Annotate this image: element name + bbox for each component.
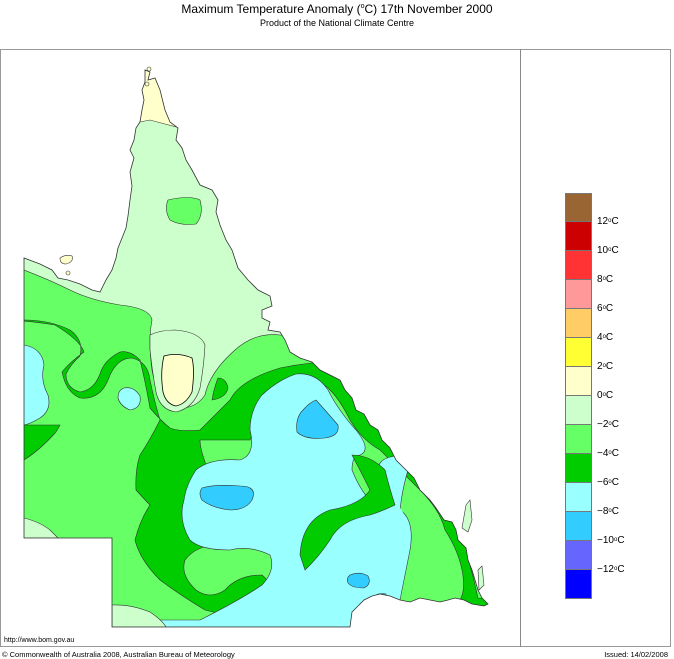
- zone-neg8-10-a: [296, 399, 339, 439]
- legend-colorbar: [565, 193, 592, 599]
- legend-seg-4-6: [565, 309, 592, 338]
- legend-label: 12oC: [597, 216, 619, 227]
- legend-seg-neg4-2: [565, 425, 592, 454]
- zone-neg6-8-small: [117, 387, 141, 411]
- legend-seg-neg8-6: [565, 483, 592, 512]
- legend-label: −4oC: [597, 448, 619, 459]
- zone-neg8-10-b: [199, 485, 254, 511]
- zone-pos0-2-center: [161, 354, 194, 407]
- legend-label: 6oC: [597, 303, 614, 314]
- zone-neg2-4-peninsula: [166, 197, 202, 225]
- zone-neg0-2-south: [111, 604, 167, 627]
- legend-label: −6oC: [597, 477, 619, 488]
- legend-label: 0oC: [597, 390, 614, 401]
- map-frame: [0, 49, 671, 647]
- legend-label: −8oC: [597, 506, 619, 517]
- map-title: Maximum Temperature Anomaly (oC) 17th No…: [181, 2, 493, 16]
- legend-label: 2oC: [597, 361, 614, 372]
- zone-neg6-8-west: [24, 339, 50, 426]
- island-fraser: [461, 499, 473, 533]
- island-torres-1: [146, 66, 152, 72]
- legend-seg-neg2-0: [565, 396, 592, 425]
- zone-neg4-6-west: [24, 424, 61, 461]
- island-moreton: [477, 565, 485, 591]
- legend-label: −2oC: [597, 419, 619, 430]
- frame-divider: [520, 49, 521, 647]
- zone-neg4-6-tongue: [299, 454, 396, 571]
- bom-url-link[interactable]: http://www.bom.gov.au: [4, 637, 75, 644]
- legend-seg-2-4: [565, 338, 592, 367]
- legend-seg-8-10: [565, 251, 592, 280]
- legend-seg-6-8: [565, 280, 592, 309]
- legend-label: 4oC: [597, 332, 614, 343]
- island-gulf: [59, 255, 73, 265]
- legend-seg-gt12: [565, 193, 592, 222]
- legend-label: 10oC: [597, 245, 619, 256]
- legend-label: −12oC: [597, 564, 625, 575]
- legend-label: −10oC: [597, 535, 625, 546]
- zone-neg0-2-sw: [24, 517, 59, 539]
- zone-neg6-8-south: [278, 500, 407, 610]
- legend-label: 8oC: [597, 274, 614, 285]
- issued-date: Issued: 14/02/2008: [604, 650, 668, 659]
- zone-neg8-10-c: [347, 572, 370, 589]
- island-torres-2: [144, 81, 150, 87]
- map-subtitle: Product of the National Climate Centre: [259, 18, 415, 28]
- legend-seg-neg6-4: [565, 454, 592, 483]
- island-small: [65, 270, 71, 276]
- legend-seg-10-12: [565, 222, 592, 251]
- zone-neg4-6-small: [211, 377, 229, 401]
- legend-seg-neg12-10: [565, 541, 592, 570]
- copyright-notice: © Commonwealth of Australia 2008, Austra…: [2, 650, 235, 659]
- legend-seg-lt-neg12: [565, 570, 592, 599]
- legend-seg-0-2: [565, 367, 592, 396]
- legend-seg-neg10-8: [565, 512, 592, 541]
